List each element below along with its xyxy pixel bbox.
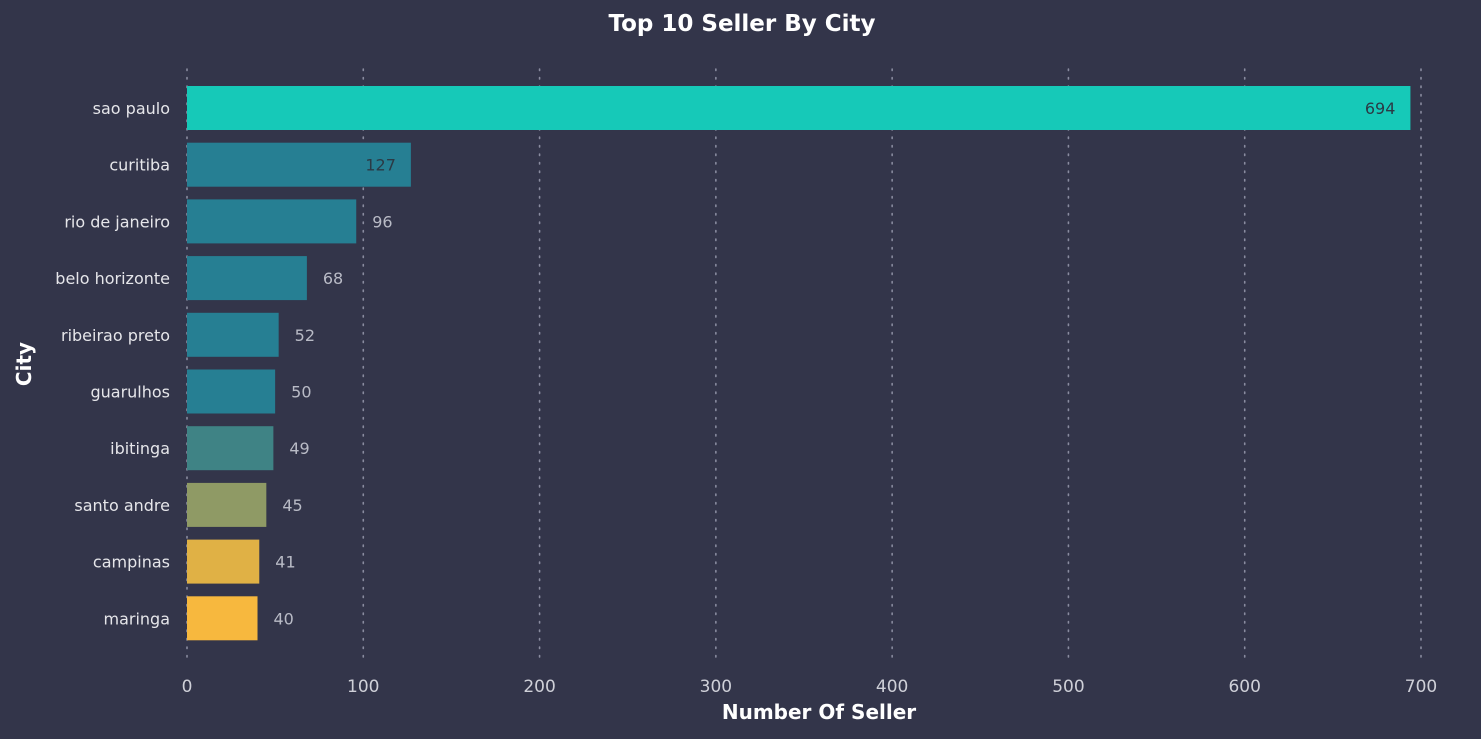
x-tick-label: 700 <box>1405 677 1437 697</box>
data-label: 41 <box>275 553 295 572</box>
x-tick-label: 0 <box>182 677 193 697</box>
x-tick-label: 100 <box>347 677 379 697</box>
bar <box>187 539 260 584</box>
x-tick-labels: 0 100 200 300 400 500 600 700 <box>182 677 1438 697</box>
x-tick-label: 500 <box>1052 677 1084 697</box>
bars: 694 127 96 68 52 50 49 45 41 40 <box>187 86 1411 641</box>
x-tick-label: 600 <box>1228 677 1260 697</box>
category-label: curitiba <box>109 156 170 175</box>
bar <box>187 596 258 641</box>
bar <box>187 86 1411 130</box>
data-label: 694 <box>1365 99 1396 118</box>
x-tick-label: 300 <box>700 677 732 697</box>
data-label: 96 <box>372 212 392 231</box>
data-label: 127 <box>365 156 396 175</box>
bar <box>187 312 279 357</box>
category-labels: sao paulo curitiba rio de janeiro belo hori… <box>55 99 170 628</box>
data-label: 45 <box>282 496 302 515</box>
x-axis-title: Number Of Seller <box>722 700 916 724</box>
category-label: belo horizonte <box>55 269 170 288</box>
bar <box>187 482 267 527</box>
y-axis-title: City <box>12 342 36 386</box>
category-label: sao paulo <box>93 99 170 118</box>
bar <box>187 199 357 244</box>
bar <box>187 142 411 187</box>
bar <box>187 369 276 414</box>
x-tick-label: 200 <box>523 677 555 697</box>
category-label: ibitinga <box>110 439 170 458</box>
category-label: rio de janeiro <box>64 212 170 231</box>
category-label: maringa <box>103 609 170 628</box>
data-label: 52 <box>295 326 315 345</box>
data-label: 40 <box>274 609 294 628</box>
category-label: guarulhos <box>90 383 170 402</box>
category-label: campinas <box>93 553 170 572</box>
category-label: ribeirao preto <box>61 326 170 345</box>
category-label: santo andre <box>74 496 170 515</box>
chart-title: Top 10 Seller By City <box>608 11 875 37</box>
bar <box>187 426 274 471</box>
bar <box>187 256 307 301</box>
data-label: 68 <box>323 269 343 288</box>
data-label: 49 <box>289 439 309 458</box>
data-label: 50 <box>291 383 311 402</box>
x-tick-label: 400 <box>876 677 908 697</box>
